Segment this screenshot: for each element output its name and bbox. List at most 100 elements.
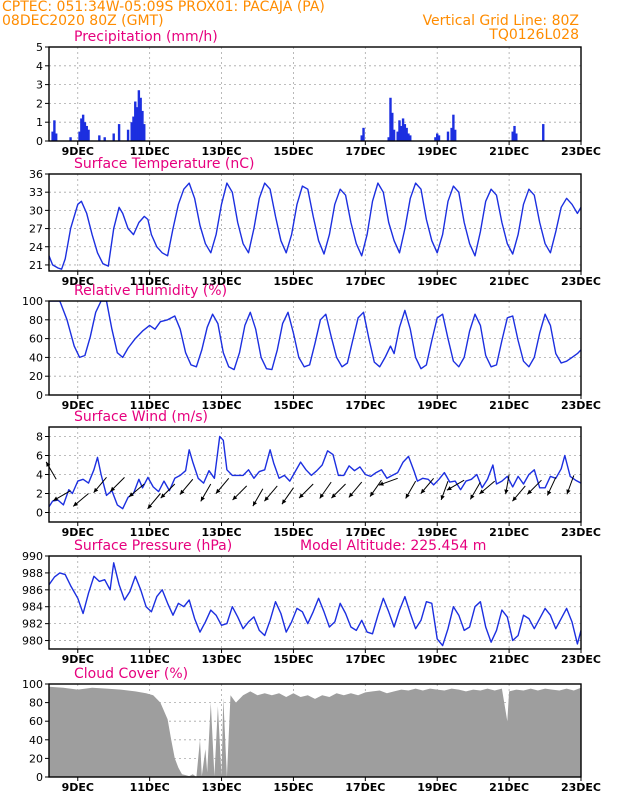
temp-ytick-label: 33 xyxy=(29,186,43,199)
header-grid-note: Vertical Grid Line: 80Z xyxy=(423,13,579,29)
cloud-ytick-label: 80 xyxy=(29,697,43,710)
wind-series xyxy=(49,435,581,510)
precip-bar xyxy=(446,131,450,141)
pressure-ytick-label: 982 xyxy=(22,618,43,631)
pressure-xtick-label: 17DEC xyxy=(345,653,385,666)
pressure-ytick-label: 990 xyxy=(22,550,43,563)
humidity-xtick-label: 21DEC xyxy=(489,399,529,412)
precip-bar xyxy=(389,97,392,141)
humidity-xtick-label: 17DEC xyxy=(345,399,385,412)
precip-xtick-label: 21DEC xyxy=(489,145,529,158)
temp-ytick-label: 30 xyxy=(29,204,43,217)
pressure-xtick-label: 21DEC xyxy=(489,653,529,666)
wind-vector xyxy=(252,488,264,507)
temp-xtick-label: 21DEC xyxy=(489,275,529,288)
wind-title: Surface Wind (m/s) xyxy=(74,409,208,425)
precip-bar xyxy=(362,127,365,141)
precip-bar xyxy=(80,118,83,141)
wind-xtick-label: 15DEC xyxy=(273,526,313,539)
humidity-ytick-label: 40 xyxy=(29,351,43,364)
pressure-annotation: Model Altitude: 225.454 m xyxy=(300,538,486,554)
header-location: CPTEC: 051:34W-05:09S PROX01: PACAJA (PA… xyxy=(2,0,325,15)
temp-xtick-label: 13DEC xyxy=(202,275,242,288)
precip-bar xyxy=(78,131,81,141)
precip-bar xyxy=(134,101,137,141)
wind-vectors xyxy=(45,461,575,510)
precip-bar xyxy=(401,118,405,141)
wind-vector xyxy=(405,480,417,499)
wind-vector xyxy=(440,480,449,501)
wind-xtick-label: 11DEC xyxy=(130,526,170,539)
precip-bar xyxy=(83,122,87,141)
wind-vector xyxy=(479,480,496,495)
pressure-xtick-label: 23DEC xyxy=(561,653,601,666)
wind-xtick-label: 21DEC xyxy=(489,526,529,539)
precip-bar xyxy=(513,125,516,141)
precip-bar xyxy=(135,107,139,141)
panels: Precipitation (mm/h) 0 1 2 3 4 5 9DEC 11DEC 13DEC… xyxy=(22,29,601,794)
precip-bar xyxy=(407,133,410,141)
precip-bar xyxy=(53,120,56,141)
wind-vector xyxy=(512,485,526,502)
wind-vector xyxy=(281,487,294,505)
temp-frame xyxy=(48,173,582,272)
temp-ytick-label: 27 xyxy=(29,223,43,236)
precip-bar xyxy=(392,129,396,141)
precip-bar xyxy=(398,120,401,141)
pressure-ytick-label: 984 xyxy=(22,601,43,614)
precip-xtick-label: 15DEC xyxy=(273,145,313,158)
precip-bar xyxy=(391,112,394,141)
precip-bar xyxy=(126,129,130,141)
temp-ytick-label: 21 xyxy=(29,259,43,272)
cloud-frame xyxy=(48,683,582,778)
humidity-line xyxy=(49,301,581,371)
humidity-ytick-label: 20 xyxy=(29,370,43,383)
precip-title: Precipitation (mm/h) xyxy=(74,29,218,45)
humidity-xtick-label: 19DEC xyxy=(417,399,457,412)
precip-bar xyxy=(69,137,72,141)
wind-xtick-label: 13DEC xyxy=(202,526,242,539)
precip-frame xyxy=(48,46,582,142)
wind-vector xyxy=(331,483,346,499)
cloud-title: Cloud Cover (%) xyxy=(74,666,188,682)
wind-xtick-label: 17DEC xyxy=(345,526,385,539)
wind-vector xyxy=(348,481,363,498)
humidity-xtick-label: 9DEC xyxy=(62,399,94,412)
temp-xtick-label: 15DEC xyxy=(273,275,313,288)
humidity-xtick-label: 23DEC xyxy=(561,399,601,412)
humidity-xtick-label: 15DEC xyxy=(273,399,313,412)
precip-ytick-label: 1 xyxy=(36,116,43,129)
pressure-panel: Surface Pressure (hPa) Model Altitude: 22… xyxy=(22,538,601,666)
wind-xtick-label: 9DEC xyxy=(62,526,94,539)
wind-vector xyxy=(109,476,125,492)
precip-bar xyxy=(450,127,453,141)
wind-vector xyxy=(179,478,194,495)
header-date: 08DEC2020 80Z (GMT) xyxy=(2,13,164,29)
wind-vector xyxy=(160,483,176,499)
cloud-area xyxy=(49,686,581,777)
humidity-series xyxy=(49,301,581,371)
wind-ytick-label: 0 xyxy=(36,507,43,520)
precip-bar xyxy=(103,137,106,141)
pressure-frame xyxy=(48,555,582,650)
temp-series xyxy=(49,182,581,270)
temp-xtick-label: 23DEC xyxy=(561,275,601,288)
precip-bar xyxy=(396,131,399,141)
header-model-code: TQ0126L028 xyxy=(488,27,579,43)
wind-panel: Surface Wind (m/s) 0 2 4 6 8 9DEC 11DEC 13DEC 15D… xyxy=(36,409,601,539)
wind-vector xyxy=(93,477,107,493)
precip-ytick-label: 5 xyxy=(36,41,43,54)
precip-bar xyxy=(81,114,85,141)
pressure-xtick-label: 11DEC xyxy=(130,653,170,666)
humidity-ytick-label: 80 xyxy=(29,314,43,327)
precip-bar xyxy=(387,137,390,141)
humidity-xtick-label: 11DEC xyxy=(130,399,170,412)
humidity-title: Relative Humidity (%) xyxy=(74,283,227,299)
precip-bar xyxy=(409,135,412,141)
wind-vector xyxy=(446,479,465,491)
cloud-xtick-label: 21DEC xyxy=(489,781,529,794)
precip-bar xyxy=(542,124,545,141)
wind-vector xyxy=(128,483,145,498)
wind-vector xyxy=(504,474,510,495)
wind-ytick-label: 8 xyxy=(36,431,43,444)
